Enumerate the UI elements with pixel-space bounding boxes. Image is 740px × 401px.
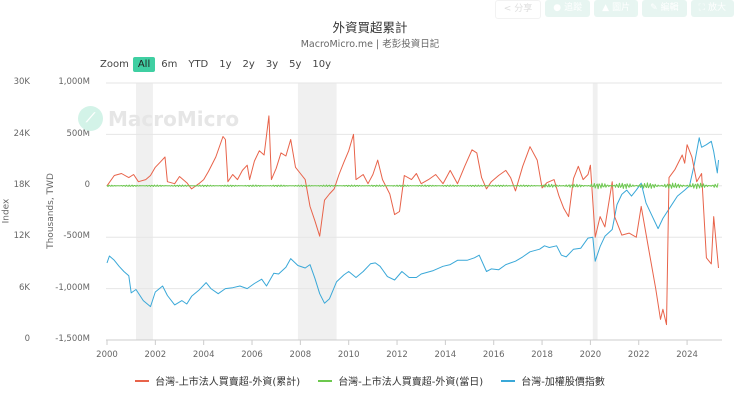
legend-item-daily[interactable]: 台灣-上市法人買賣超-外資(當日) (318, 373, 483, 388)
x-tick-label: 2024 (676, 350, 698, 360)
y-tick-twd: -500M (63, 231, 90, 241)
x-tick-label: 2008 (289, 350, 312, 360)
share-button[interactable]: < 分享 (494, 0, 542, 19)
series-line[interactable] (106, 115, 719, 326)
x-tick-label: 2006 (241, 350, 263, 360)
zoom-1y-button[interactable]: 1y (219, 59, 232, 70)
x-tick-label: 2012 (386, 350, 408, 360)
y-tick-twd: 500M (66, 129, 90, 139)
y-tick-index: 30K (13, 77, 30, 87)
zoom-10y-button[interactable]: 10y (312, 59, 332, 70)
edit-icon: ✎ (650, 3, 658, 13)
shaded-period (592, 83, 598, 340)
x-tick-label: 2000 (96, 350, 118, 360)
legend-swatch (135, 379, 150, 382)
zoom-label: Zoom (100, 59, 129, 70)
legend-swatch (501, 379, 516, 382)
download-image-button[interactable]: ▲ 圖片 (594, 0, 639, 17)
y-tick-twd: -1,000M (55, 283, 90, 293)
edit-button[interactable]: ✎ 編輯 (642, 0, 687, 17)
y-tick-index: 0 (24, 334, 30, 344)
zoom-all-button[interactable]: All (132, 57, 156, 72)
share-icon: < (503, 4, 512, 14)
expand-button[interactable]: ⛶ 放大 (690, 0, 734, 17)
macromicro-logo-icon: ⟋ (78, 106, 103, 131)
series-line[interactable] (106, 182, 719, 190)
zoom-range-selector: Zoom All 6m YTD 1y 2y 3y 5y 10y (100, 57, 337, 72)
y-tick-index: 18K (13, 180, 30, 190)
zoom-2y-button[interactable]: 2y (242, 59, 255, 70)
zoom-3y-button[interactable]: 3y (265, 59, 279, 70)
y-tick-index: 24K (13, 129, 30, 139)
follow-icon: ● (553, 3, 562, 13)
x-tick-label: 2020 (579, 350, 602, 360)
zoom-6m-button[interactable]: 6m (161, 59, 178, 70)
download-icon: ▲ (602, 3, 610, 13)
chart-toolbar: < 分享 ● 追蹤 ▲ 圖片 ✎ 編輯 ⛶ 放大 (494, 0, 734, 19)
series-line[interactable] (106, 137, 719, 308)
expand-icon: ⛶ (698, 3, 705, 13)
x-tick-label: 2014 (434, 350, 457, 360)
x-tick-label: 2016 (482, 350, 505, 360)
x-tick-label: 2002 (144, 350, 167, 360)
x-tick-label: 2022 (627, 350, 650, 360)
watermark: ⟋ MacroMicro (78, 106, 239, 131)
shaded-period (297, 83, 337, 340)
legend-item-index[interactable]: 台灣-加權股價指數 (501, 373, 605, 388)
follow-button[interactable]: ● 追蹤 (545, 0, 591, 17)
y-tick-twd: 1,000M (58, 77, 90, 87)
x-tick-label: 2018 (531, 350, 553, 360)
shaded-period (136, 83, 153, 340)
chart-subtitle: MacroMicro.me | 老彭投資日記 (300, 39, 440, 50)
y-tick-twd: -1,500M (55, 334, 90, 344)
zoom-ytd-button[interactable]: YTD (188, 59, 209, 70)
y-tick-twd: 0 (84, 180, 90, 190)
y-tick-index: 12K (13, 231, 30, 241)
x-tick-label: 2004 (192, 350, 215, 360)
legend: 台灣-上市法人買賣超-外資(累計) 台灣-上市法人買賣超-外資(當日) 台灣-加… (0, 373, 740, 388)
legend-swatch (318, 379, 333, 382)
zoom-5y-button[interactable]: 5y (289, 59, 302, 70)
x-tick-label: 2010 (337, 350, 360, 360)
chart-title: 外資買超累計 (332, 20, 408, 35)
y-tick-index: 6K (19, 283, 30, 293)
legend-item-cumulative[interactable]: 台灣-上市法人買賣超-外資(累計) (135, 373, 300, 388)
